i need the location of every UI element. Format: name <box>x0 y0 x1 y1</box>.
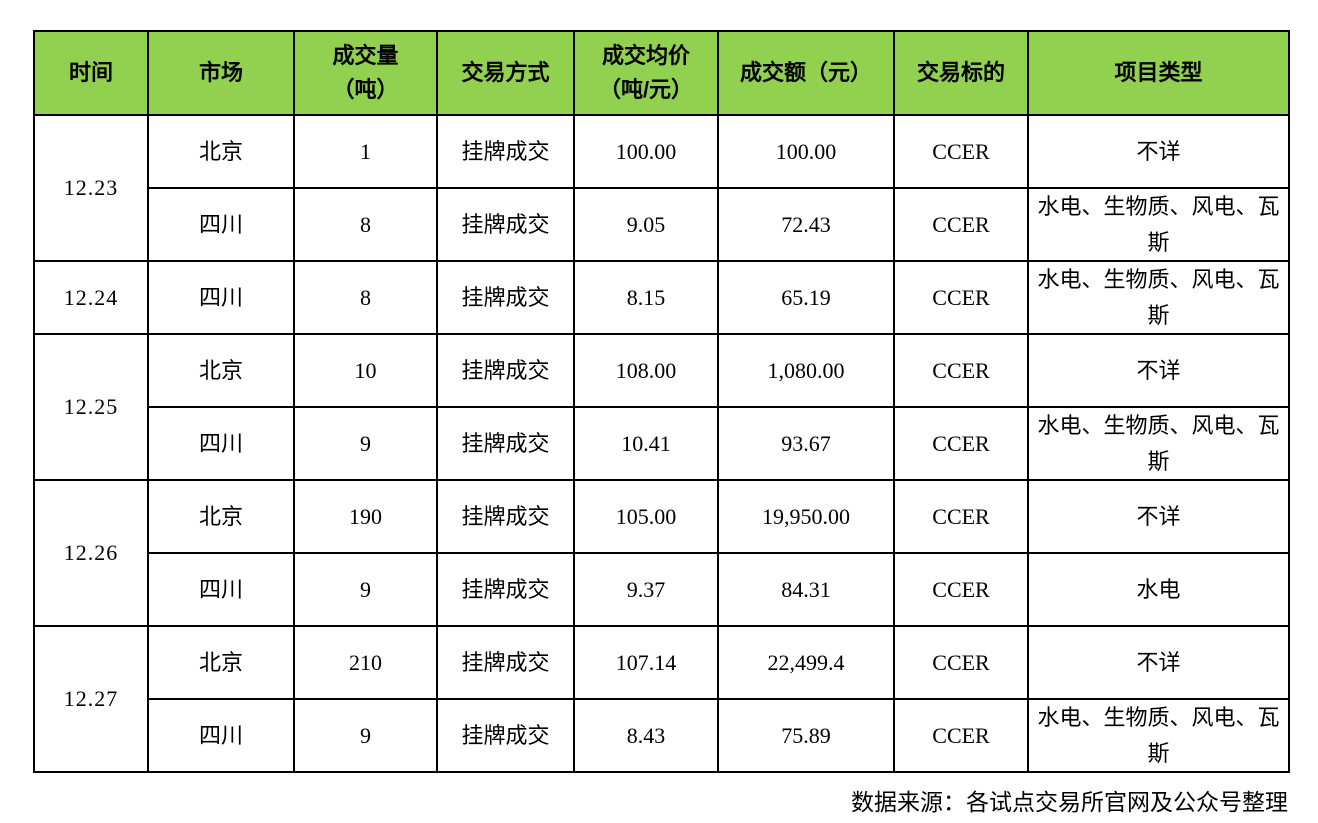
table-row: 四川 8 挂牌成交 9.05 72.43 CCER 水电、生物质、风电、瓦斯 <box>34 187 1290 262</box>
table-row: 12.27 北京 210 挂牌成交 107.14 22,499.4 CCER 不… <box>33 625 1290 773</box>
market-cell: 北京 <box>147 333 295 408</box>
target-cell: CCER <box>893 333 1029 408</box>
method-cell: 挂牌成交 <box>436 625 575 700</box>
amount-cell: 75.89 <box>717 698 895 773</box>
market-cell: 四川 <box>147 698 295 773</box>
target-cell: CCER <box>893 114 1029 189</box>
volume-cell: 1 <box>293 114 438 189</box>
project-type-cell: 水电、生物质、风电、瓦斯 <box>1027 260 1290 335</box>
source-note: 数据来源：各试点交易所官网及公众号整理 <box>851 790 1288 815</box>
table-row: 四川 9 挂牌成交 8.43 75.89 CCER 水电、生物质、风电、瓦斯 <box>34 698 1290 773</box>
method-cell: 挂牌成交 <box>436 114 575 189</box>
volume-cell: 9 <box>293 406 438 481</box>
date-cell: 12.27 <box>33 625 149 773</box>
amount-cell: 22,499.4 <box>717 625 895 700</box>
target-cell: CCER <box>893 552 1029 627</box>
target-cell: CCER <box>893 187 1029 262</box>
volume-cell: 8 <box>293 260 438 335</box>
avg-price-cell: 8.43 <box>573 698 719 773</box>
target-cell: CCER <box>893 479 1029 554</box>
avg-price-cell: 9.05 <box>573 187 719 262</box>
method-cell: 挂牌成交 <box>436 406 575 481</box>
target-cell: CCER <box>893 698 1029 773</box>
amount-cell: 19,950.00 <box>717 479 895 554</box>
table-row: 四川 9 挂牌成交 10.41 93.67 CCER 水电、生物质、风电、瓦斯 <box>34 406 1290 481</box>
table-header-row: 时间 市场 成交量 （吨） 交易方式 成交均价 （吨/元） 成交额（元） 交易标… <box>33 30 1290 116</box>
amount-cell: 72.43 <box>717 187 895 262</box>
amount-cell: 84.31 <box>717 552 895 627</box>
project-type-cell: 水电、生物质、风电、瓦斯 <box>1027 406 1290 481</box>
avg-price-cell: 108.00 <box>573 333 719 408</box>
header-amount: 成交额（元） <box>717 30 895 116</box>
market-cell: 四川 <box>147 406 295 481</box>
avg-price-cell: 9.37 <box>573 552 719 627</box>
date-cell: 12.23 <box>33 114 149 262</box>
method-cell: 挂牌成交 <box>436 698 575 773</box>
amount-cell: 1,080.00 <box>717 333 895 408</box>
table-row: 12.24 四川 8 挂牌成交 8.15 65.19 CCER 水电、生物质、风… <box>33 260 1290 335</box>
volume-cell: 190 <box>293 479 438 554</box>
project-type-cell: 不详 <box>1027 625 1290 700</box>
project-type-cell: 水电、生物质、风电、瓦斯 <box>1027 187 1290 262</box>
header-time: 时间 <box>33 30 149 116</box>
market-cell: 北京 <box>147 114 295 189</box>
target-cell: CCER <box>893 406 1029 481</box>
amount-cell: 100.00 <box>717 114 895 189</box>
market-cell: 北京 <box>147 479 295 554</box>
volume-cell: 9 <box>293 698 438 773</box>
volume-cell: 10 <box>293 333 438 408</box>
amount-cell: 93.67 <box>717 406 895 481</box>
table-row: 四川 9 挂牌成交 9.37 84.31 CCER 水电 <box>34 552 1290 627</box>
avg-price-cell: 100.00 <box>573 114 719 189</box>
method-cell: 挂牌成交 <box>436 552 575 627</box>
header-avg-price: 成交均价 （吨/元） <box>573 30 719 116</box>
header-market: 市场 <box>147 30 295 116</box>
date-cell: 12.24 <box>33 260 149 335</box>
market-cell: 四川 <box>147 187 295 262</box>
target-cell: CCER <box>893 260 1029 335</box>
target-cell: CCER <box>893 625 1029 700</box>
avg-price-cell: 10.41 <box>573 406 719 481</box>
market-cell: 北京 <box>147 625 295 700</box>
market-cell: 四川 <box>147 260 295 335</box>
header-method: 交易方式 <box>436 30 575 116</box>
project-type-cell: 不详 <box>1027 333 1290 408</box>
header-target: 交易标的 <box>893 30 1029 116</box>
avg-price-cell: 105.00 <box>573 479 719 554</box>
avg-price-cell: 8.15 <box>573 260 719 335</box>
amount-cell: 65.19 <box>717 260 895 335</box>
volume-cell: 210 <box>293 625 438 700</box>
avg-price-cell: 107.14 <box>573 625 719 700</box>
volume-cell: 9 <box>293 552 438 627</box>
header-volume: 成交量 （吨） <box>293 30 438 116</box>
project-type-cell: 不详 <box>1027 479 1290 554</box>
table-row: 12.26 北京 190 挂牌成交 105.00 19,950.00 CCER … <box>33 479 1290 627</box>
date-cell: 12.26 <box>33 479 149 627</box>
method-cell: 挂牌成交 <box>436 479 575 554</box>
method-cell: 挂牌成交 <box>436 260 575 335</box>
date-cell: 12.25 <box>33 333 149 481</box>
market-cell: 四川 <box>147 552 295 627</box>
project-type-cell: 不详 <box>1027 114 1290 189</box>
volume-cell: 8 <box>293 187 438 262</box>
method-cell: 挂牌成交 <box>436 333 575 408</box>
table-row: 12.25 北京 10 挂牌成交 108.00 1,080.00 CCER 不详 <box>33 333 1290 481</box>
method-cell: 挂牌成交 <box>436 187 575 262</box>
ccer-trading-table: 时间 市场 成交量 （吨） 交易方式 成交均价 （吨/元） 成交额（元） 交易标… <box>33 30 1290 773</box>
header-project-type: 项目类型 <box>1027 30 1290 116</box>
project-type-cell: 水电 <box>1027 552 1290 627</box>
project-type-cell: 水电、生物质、风电、瓦斯 <box>1027 698 1290 773</box>
table-row: 12.23 北京 1 挂牌成交 100.00 100.00 CCER 不详 <box>33 114 1290 262</box>
table-wrap: 时间 市场 成交量 （吨） 交易方式 成交均价 （吨/元） 成交额（元） 交易标… <box>33 30 1290 773</box>
